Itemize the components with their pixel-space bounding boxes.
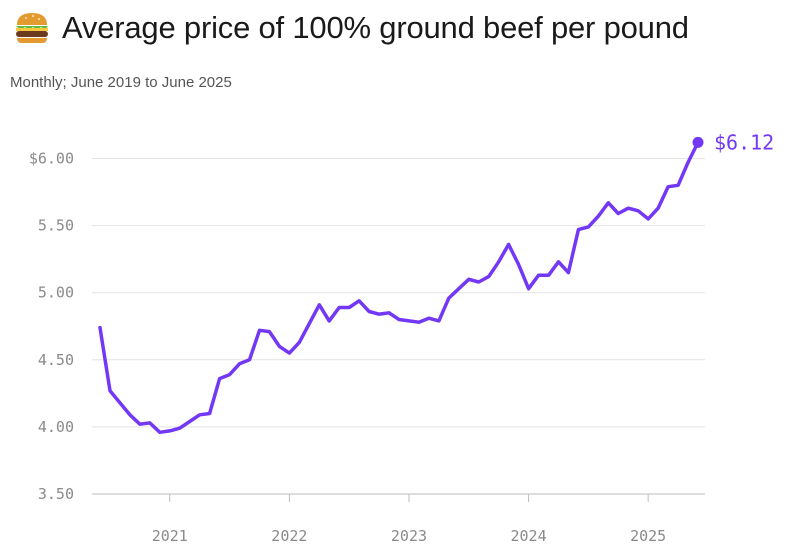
y-tick-label: 4.00 <box>38 418 74 436</box>
y-tick-label: $6.00 <box>29 150 74 168</box>
chart-subtitle: Monthly; June 2019 to June 2025 <box>10 74 232 91</box>
x-tick-label: 2022 <box>271 527 307 545</box>
x-tick-label: 2025 <box>630 527 666 545</box>
page-title: Average price of 100% ground beef per po… <box>62 10 689 45</box>
x-tick-label: 2023 <box>391 527 427 545</box>
y-tick-label: 4.50 <box>38 351 74 369</box>
y-tick-label: 5.00 <box>38 284 74 302</box>
end-point-marker <box>692 136 704 148</box>
x-tick-label: 2021 <box>152 527 188 545</box>
price-line <box>98 140 700 435</box>
x-tick-label: 2024 <box>511 527 547 545</box>
y-tick-label: 3.50 <box>38 485 74 503</box>
chart-header: Average price of 100% ground beef per po… <box>14 10 689 46</box>
burger-icon <box>14 11 50 45</box>
end-value-label: $6.12 <box>714 130 774 154</box>
y-tick-label: 5.50 <box>38 217 74 235</box>
